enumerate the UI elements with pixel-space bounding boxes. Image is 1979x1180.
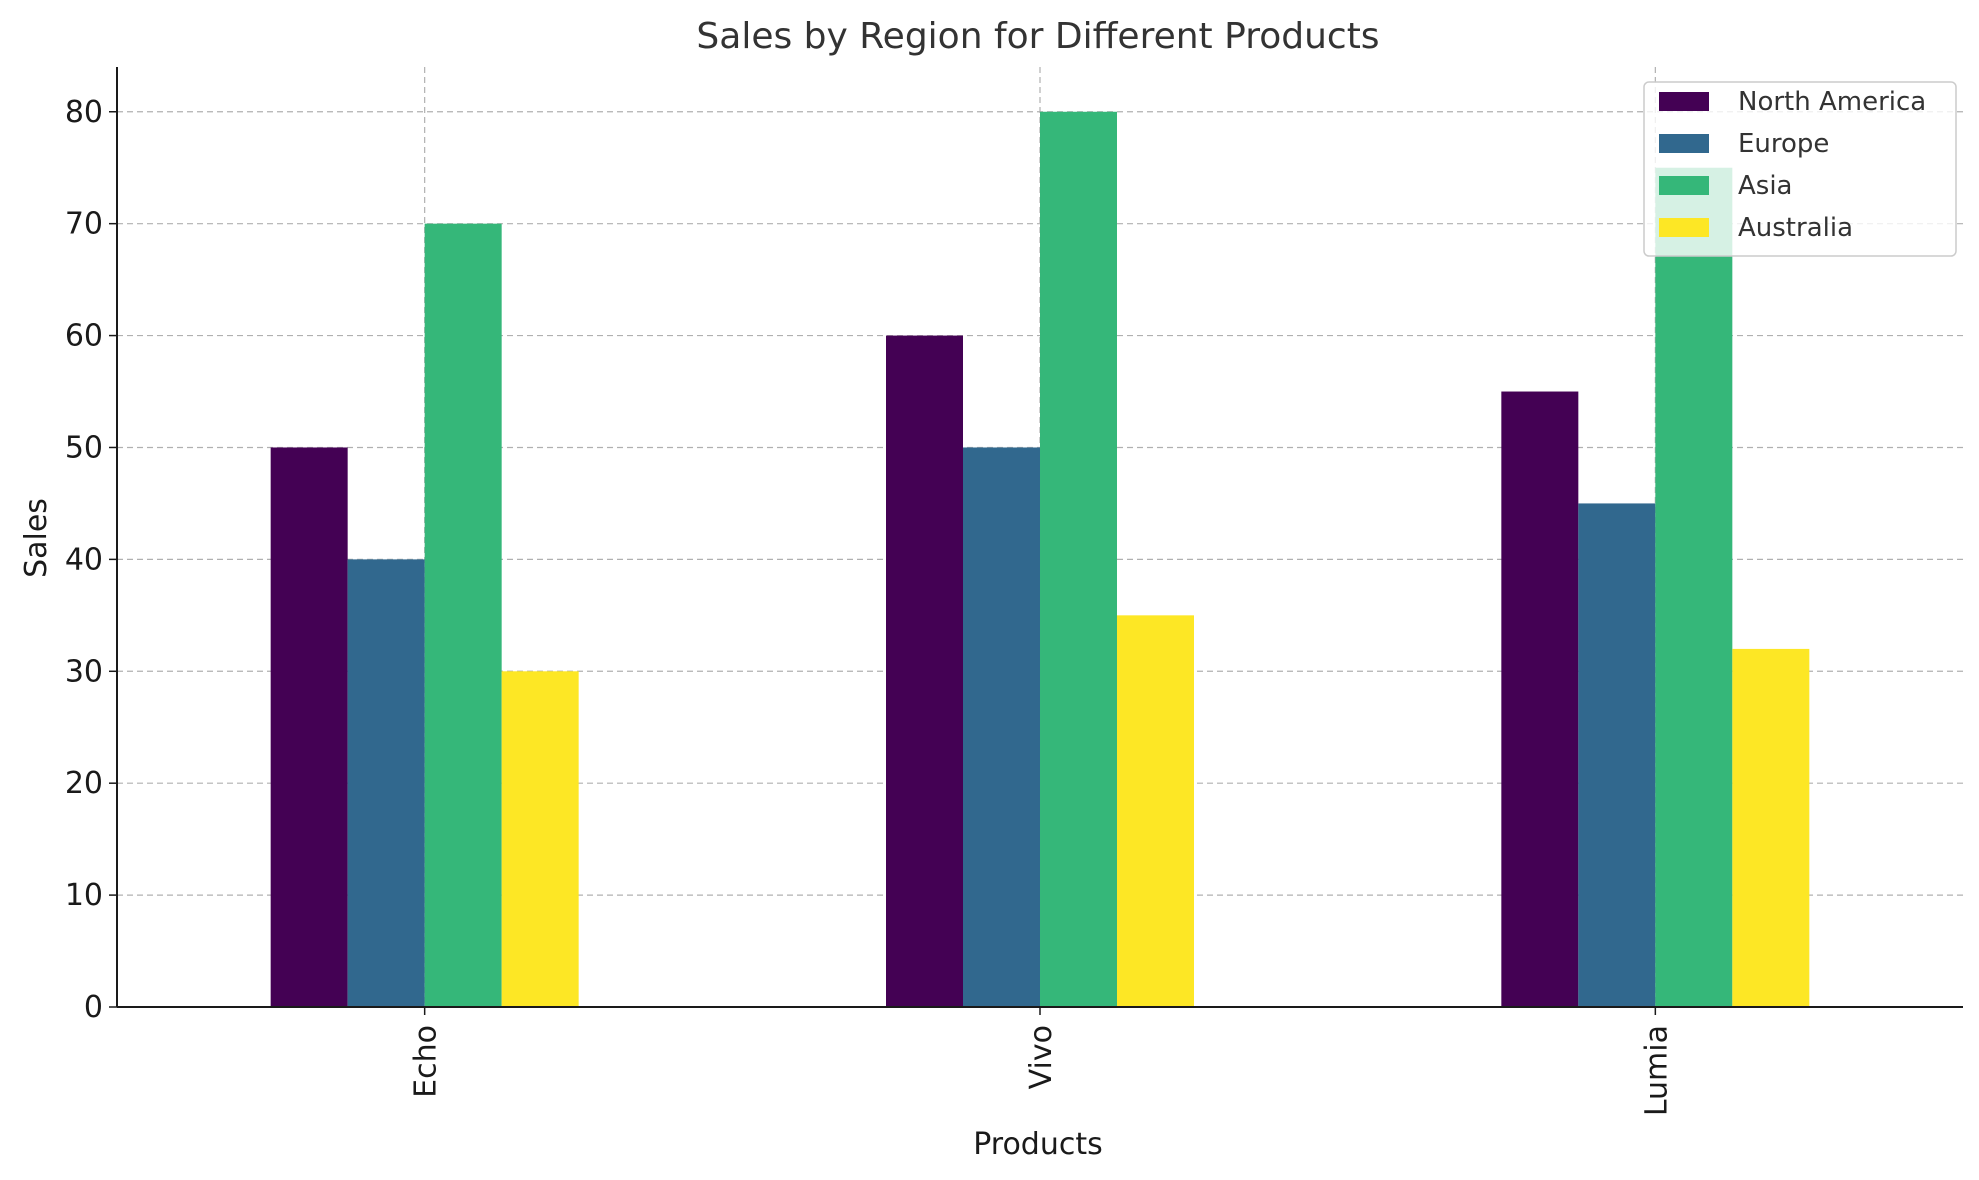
bar-europe-echo xyxy=(347,559,425,1007)
y-tick-label: 20 xyxy=(65,766,103,801)
y-axis-label: Sales xyxy=(19,498,54,578)
legend: North America Europe Asia Australia xyxy=(1643,81,1957,257)
y-tick-label: 60 xyxy=(65,319,103,354)
legend-swatch xyxy=(1659,92,1709,111)
chart-title: Sales by Region for Different Products xyxy=(696,16,1379,57)
y-tick-label: 0 xyxy=(84,990,103,1025)
x-tick-label: Echo xyxy=(409,1025,444,1098)
bar-north-america-lumia xyxy=(1501,391,1579,1007)
y-tick-label: 30 xyxy=(65,654,103,689)
legend-swatch xyxy=(1659,134,1709,153)
bar-north-america-echo xyxy=(270,447,348,1007)
bar-australia-lumia xyxy=(1732,648,1810,1007)
legend-label: North America xyxy=(1738,87,1926,117)
bar-europe-vivo xyxy=(963,447,1040,1007)
bar-australia-vivo xyxy=(1117,615,1194,1007)
bar-australia-echo xyxy=(501,671,579,1007)
legend-swatch xyxy=(1659,176,1709,195)
bar-europe-lumia xyxy=(1578,503,1656,1007)
x-axis-label: Products xyxy=(973,1127,1103,1162)
y-tick-label: 80 xyxy=(65,95,103,130)
bars-layer xyxy=(270,111,1810,1008)
y-tick-label: 70 xyxy=(65,207,103,242)
legend-frame xyxy=(1643,81,1957,257)
bar-asia-lumia xyxy=(1655,167,1733,1007)
legend-label: Europe xyxy=(1738,129,1829,159)
ticks-layer: 0 10 20 30 40 50 60 70 80 Echo Vivo Lumia xyxy=(65,95,1675,1116)
y-tick-label: 10 xyxy=(65,878,103,913)
legend-label: Australia xyxy=(1738,213,1853,243)
bar-asia-vivo xyxy=(1040,111,1117,1007)
legend-label: Asia xyxy=(1738,171,1793,201)
bar-north-america-vivo xyxy=(886,335,963,1008)
x-tick-label: Lumia xyxy=(1639,1025,1674,1116)
x-tick-label: Vivo xyxy=(1024,1025,1059,1089)
legend-swatch xyxy=(1659,218,1709,237)
bar-asia-echo xyxy=(424,223,502,1007)
y-tick-label: 50 xyxy=(65,430,103,465)
y-tick-label: 40 xyxy=(65,542,103,577)
